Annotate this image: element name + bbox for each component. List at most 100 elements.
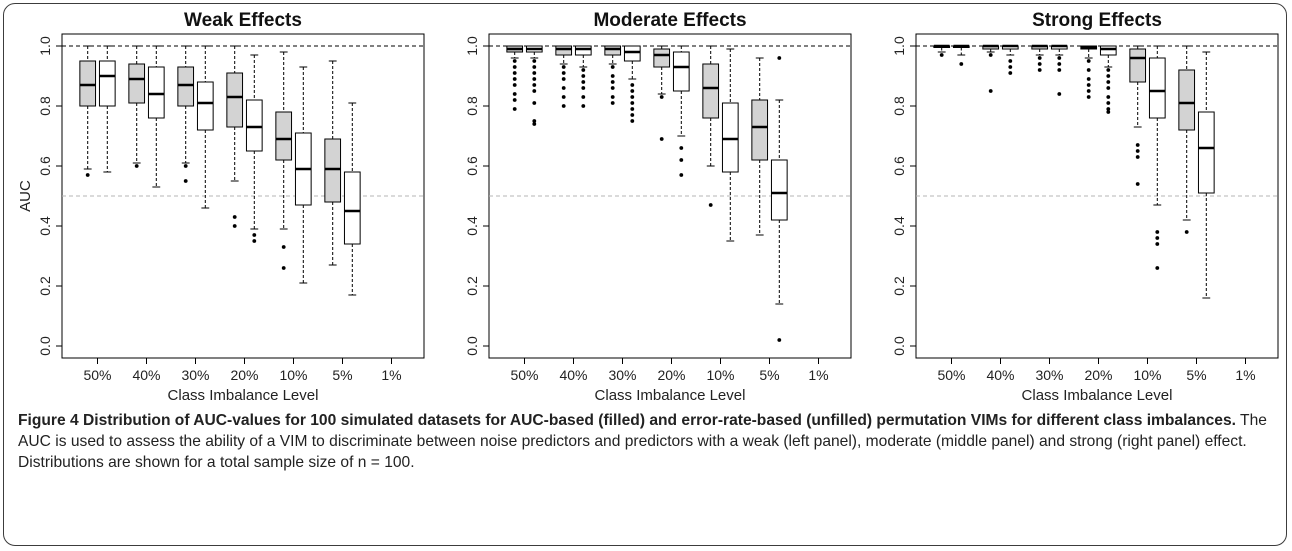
x-tick-label: 30% bbox=[1035, 367, 1063, 383]
outlier-point bbox=[512, 77, 517, 81]
outlier-point bbox=[1057, 62, 1062, 66]
x-tick-label: 20% bbox=[657, 367, 685, 383]
outlier-point bbox=[630, 107, 635, 111]
filled-box-20% bbox=[653, 45, 671, 141]
panel-title: Weak Effects bbox=[184, 10, 302, 31]
outlier-point bbox=[561, 71, 566, 75]
outlier-point bbox=[630, 119, 635, 123]
unfilled-box-10% bbox=[294, 66, 312, 284]
outlier-point bbox=[581, 104, 586, 108]
unfilled-box-20% bbox=[672, 45, 690, 177]
filled-box-30% bbox=[177, 45, 195, 183]
outlier-point bbox=[532, 83, 537, 87]
outlier-point bbox=[532, 71, 537, 75]
x-axis-label: Class Imbalance Level bbox=[168, 387, 319, 404]
weak-effects-boxplot: Weak Effects 0.0 0.2 0.4 0.6 0.8 1.0 AUC 50% 40% 3… bbox=[17, 10, 425, 404]
iqr-box bbox=[721, 102, 739, 173]
filled-box-20% bbox=[226, 45, 244, 228]
x-tick-label: 40% bbox=[132, 367, 160, 383]
outlier-point bbox=[1008, 71, 1013, 75]
outlier-point bbox=[532, 122, 537, 126]
outlier-point bbox=[1135, 143, 1140, 147]
iqr-box bbox=[177, 66, 195, 107]
outlier-point bbox=[1155, 230, 1160, 234]
outlier-point bbox=[281, 266, 286, 270]
outlier-point bbox=[1037, 68, 1042, 72]
y-tick-label: 0.4 bbox=[891, 216, 907, 236]
x-tick-label: 10% bbox=[279, 367, 307, 383]
iqr-box bbox=[147, 66, 165, 119]
moderate-effects-panel: Moderate Effects 0.0 0.2 0.4 0.6 0.8 1.0 50% 40%… bbox=[431, 6, 861, 406]
outlier-point bbox=[232, 224, 237, 228]
x-tick-label: 30% bbox=[608, 367, 636, 383]
outlier-point bbox=[1155, 266, 1160, 270]
outlier-point bbox=[1106, 110, 1111, 114]
y-tick-label: 0.0 bbox=[37, 336, 53, 356]
unfilled-box-5% bbox=[1197, 51, 1215, 299]
outlier-point bbox=[512, 83, 517, 87]
unfilled-box-50% bbox=[952, 44, 970, 66]
unfilled-box-10% bbox=[721, 48, 739, 242]
outlier-point bbox=[708, 203, 713, 207]
y-tick-label: 0.0 bbox=[464, 336, 480, 356]
outlier-point bbox=[1086, 95, 1091, 99]
filled-box-50% bbox=[506, 45, 524, 111]
y-tick-label: 0.6 bbox=[891, 156, 907, 176]
iqr-box bbox=[1148, 57, 1166, 119]
iqr-box bbox=[653, 48, 671, 68]
iqr-box bbox=[770, 159, 788, 221]
y-tick-label: 0.4 bbox=[37, 216, 53, 236]
x-tick-label: 1% bbox=[808, 367, 828, 383]
x-tick-label: 5% bbox=[759, 367, 779, 383]
outlier-point bbox=[610, 101, 615, 105]
unfilled-box-20% bbox=[1099, 45, 1117, 114]
iqr-box bbox=[98, 60, 116, 107]
iqr-box bbox=[751, 99, 769, 161]
x-tick-label: 5% bbox=[1186, 367, 1206, 383]
outlier-point bbox=[1106, 74, 1111, 78]
outlier-point bbox=[252, 233, 257, 237]
filled-box-10% bbox=[1129, 45, 1147, 186]
x-tick-label: 40% bbox=[559, 367, 587, 383]
outlier-point bbox=[561, 86, 566, 90]
outlier-point bbox=[581, 86, 586, 90]
x-axis-label: Class Imbalance Level bbox=[1022, 387, 1173, 404]
outlier-point bbox=[532, 65, 537, 69]
outlier-point bbox=[777, 56, 782, 60]
outlier-point bbox=[512, 92, 517, 96]
y-tick-label: 0.0 bbox=[891, 336, 907, 356]
outlier-point bbox=[512, 71, 517, 75]
x-tick-label: 40% bbox=[986, 367, 1014, 383]
outlier-point bbox=[512, 59, 517, 63]
outlier-point bbox=[1008, 65, 1013, 69]
iqr-box bbox=[226, 72, 244, 128]
iqr-box bbox=[275, 111, 293, 161]
unfilled-box-30% bbox=[623, 45, 641, 123]
y-tick-label: 0.8 bbox=[37, 96, 53, 116]
outlier-point bbox=[1135, 155, 1140, 159]
iqr-box bbox=[555, 45, 573, 56]
iqr-box bbox=[245, 99, 263, 152]
outlier-point bbox=[581, 74, 586, 78]
iqr-box bbox=[604, 45, 622, 56]
outlier-point bbox=[532, 89, 537, 93]
x-tick-label: 50% bbox=[937, 367, 965, 383]
outlier-point bbox=[561, 65, 566, 69]
outlier-point bbox=[630, 89, 635, 93]
iqr-box bbox=[1197, 111, 1215, 194]
outlier-point bbox=[939, 53, 944, 57]
iqr-box bbox=[79, 60, 97, 107]
outlier-point bbox=[1057, 92, 1062, 96]
outlier-point bbox=[512, 107, 517, 111]
y-tick-label: 1.0 bbox=[37, 36, 53, 56]
outlier-point bbox=[610, 86, 615, 90]
x-tick-label: 10% bbox=[1133, 367, 1161, 383]
iqr-box bbox=[1129, 48, 1147, 83]
outlier-point bbox=[1086, 83, 1091, 87]
y-tick-label: 1.0 bbox=[464, 36, 480, 56]
y-tick-label: 0.8 bbox=[891, 96, 907, 116]
filled-box-50% bbox=[933, 44, 951, 57]
caption-text: The AUC is used to assess the ability of… bbox=[18, 412, 1267, 471]
outlier-point bbox=[532, 119, 537, 123]
y-tick-label: 0.2 bbox=[464, 276, 480, 296]
